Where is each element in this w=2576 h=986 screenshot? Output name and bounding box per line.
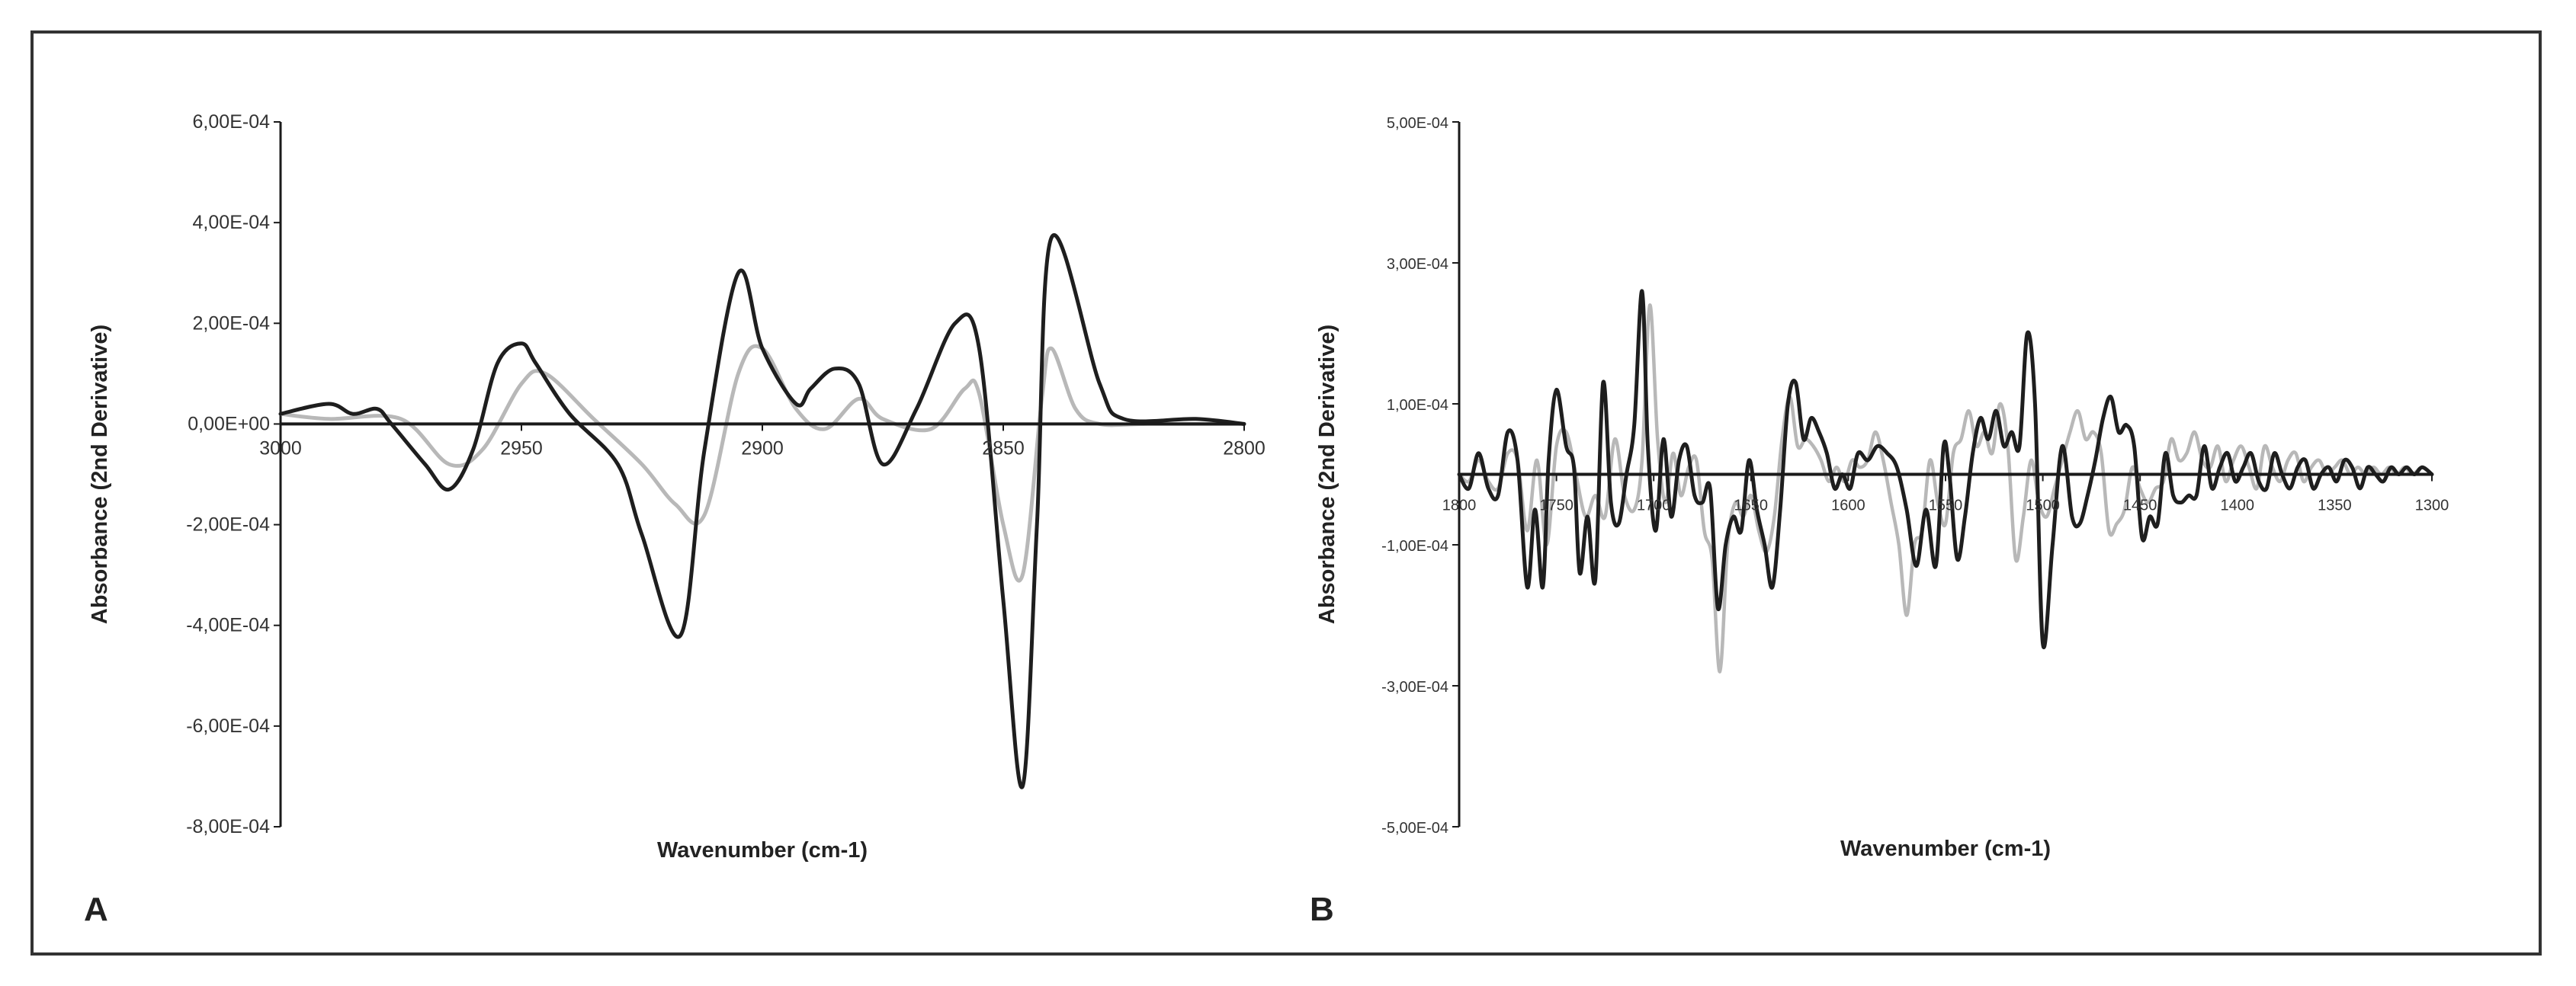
figure-frame [30, 30, 2542, 956]
y-tick-label: 3,00E-04 [1387, 256, 1448, 273]
x-tick-label: 1300 [2415, 498, 2449, 514]
y-tick-label: -4,00E-04 [186, 615, 270, 636]
y-tick-label: -8,00E-04 [186, 816, 270, 837]
y-tick-label: 6,00E-04 [193, 111, 271, 133]
x-tick-label: 1600 [1831, 498, 1865, 514]
y-axis-title: Absorbance (2nd Derivative) [1315, 325, 1339, 624]
y-tick-label: 2,00E-04 [193, 312, 271, 334]
x-tick-label: 1450 [2123, 498, 2157, 514]
x-tick-label: 1750 [1539, 498, 1574, 514]
x-axis-title: Wavenumber (cm-1) [657, 838, 868, 863]
x-tick-label: 2850 [982, 437, 1025, 459]
y-tick-label: 0,00E+00 [188, 413, 270, 434]
x-tick-label: 2800 [1223, 437, 1266, 459]
x-tick-label: 1350 [2318, 498, 2352, 514]
y-tick-label: 4,00E-04 [193, 212, 271, 233]
x-tick-label: 2950 [500, 437, 543, 459]
x-tick-label: 1700 [1637, 498, 1671, 514]
panel-a: 6,00E-04 4,00E-04 2,00E-04 0,00E+00 -2,00E-0… [88, 111, 1266, 863]
series-line-light [278, 344, 1246, 583]
panel-letter-b: B [1310, 891, 1334, 928]
series-line-dark [278, 233, 1246, 789]
x-tick-label: 1550 [1929, 498, 1963, 514]
x-tick-label: 1500 [2026, 498, 2060, 514]
x-axis-title: Wavenumber (cm-1) [1840, 837, 2051, 861]
series-line-dark [1457, 289, 2434, 649]
y-tick-label: -6,00E-04 [186, 715, 270, 737]
x-tick-label: 2900 [741, 437, 784, 459]
y-axis-title: Absorbance (2nd Derivative) [88, 325, 112, 624]
x-tick-label: 3000 [259, 437, 302, 459]
y-tick-label: -1,00E-04 [1381, 538, 1448, 555]
y-tick-label: -5,00E-04 [1381, 820, 1448, 837]
y-tick-label: -3,00E-04 [1381, 679, 1448, 696]
series-line-light [1457, 303, 2434, 674]
x-tick-label: 1800 [1442, 498, 1477, 514]
y-tick-label: 5,00E-04 [1387, 115, 1448, 132]
y-tick-label: -2,00E-04 [186, 514, 270, 536]
x-tick-label: 1650 [1734, 498, 1769, 514]
x-tick-label: 1400 [2221, 498, 2255, 514]
y-tick-label: 1,00E-04 [1387, 397, 1448, 414]
panel-b: 5,00E-04 3,00E-04 1,00E-04 -1,00E-04 -3,00E-… [1315, 115, 2449, 861]
panel-letter-a: A [84, 891, 108, 928]
